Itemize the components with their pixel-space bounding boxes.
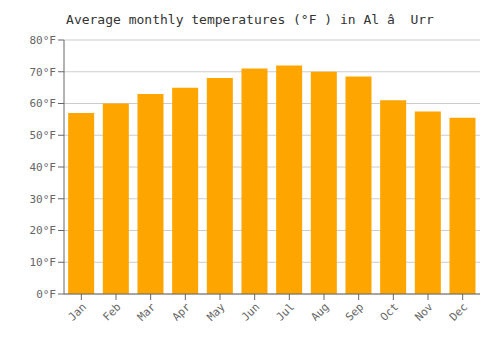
svg-text:60°F: 60°F [30, 97, 57, 110]
svg-text:Nov: Nov [412, 300, 436, 324]
svg-text:0°F: 0°F [36, 288, 56, 301]
svg-text:70°F: 70°F [30, 66, 57, 79]
svg-text:80°F: 80°F [30, 34, 57, 47]
svg-text:Mar: Mar [135, 300, 159, 324]
svg-text:Oct: Oct [378, 300, 401, 323]
svg-text:Jun: Jun [239, 300, 262, 323]
svg-text:40°F: 40°F [30, 161, 57, 174]
svg-text:30°F: 30°F [30, 193, 57, 206]
svg-text:Apr: Apr [170, 300, 194, 324]
svg-text:20°F: 20°F [30, 224, 57, 237]
svg-text:Jan: Jan [66, 300, 89, 323]
svg-text:Dec: Dec [447, 300, 470, 323]
html-text:Average monthly temperatures (: Average monthly temperatures (°F ) in Al… [66, 12, 434, 27]
svg-text:Aug: Aug [308, 300, 331, 323]
svg-text:Sep: Sep [343, 300, 366, 323]
svg-text:50°F: 50°F [30, 129, 57, 142]
svg-text:10°F: 10°F [30, 256, 57, 269]
svg-text:Jul: Jul [274, 300, 297, 323]
svg-text:Feb: Feb [100, 300, 123, 323]
svg-text:May: May [204, 300, 228, 324]
